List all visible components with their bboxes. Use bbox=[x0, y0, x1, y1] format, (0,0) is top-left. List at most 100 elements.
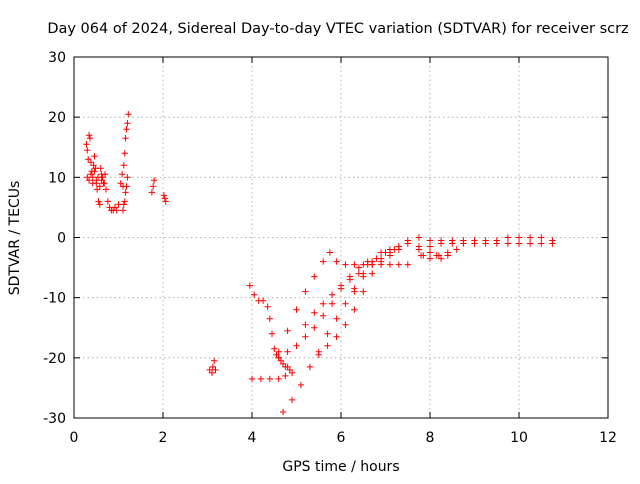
data-point bbox=[453, 246, 460, 253]
data-point bbox=[120, 162, 127, 169]
data-point bbox=[122, 189, 129, 196]
series-late-band-2 bbox=[415, 240, 556, 250]
data-point bbox=[504, 240, 512, 247]
data-point bbox=[150, 177, 158, 184]
series-segment-early-5 bbox=[119, 174, 131, 214]
data-point bbox=[93, 186, 101, 193]
y-tick-label: 10 bbox=[48, 170, 66, 186]
series-arc-B bbox=[248, 372, 289, 383]
data-point bbox=[282, 372, 289, 380]
data-point bbox=[97, 165, 104, 172]
data-point bbox=[208, 369, 216, 377]
x-tick-label: 6 bbox=[337, 430, 346, 446]
data-point bbox=[311, 273, 318, 280]
data-point bbox=[360, 288, 367, 295]
data-point bbox=[246, 282, 253, 289]
data-point bbox=[435, 252, 443, 259]
data-point bbox=[121, 150, 128, 157]
data-point bbox=[85, 177, 93, 184]
data-point bbox=[471, 240, 478, 247]
data-point bbox=[122, 135, 129, 142]
data-point bbox=[87, 159, 95, 166]
data-point bbox=[125, 111, 132, 118]
data-point bbox=[515, 234, 523, 241]
data-point bbox=[515, 240, 523, 247]
data-point bbox=[160, 192, 168, 199]
series-arc-H bbox=[333, 258, 411, 268]
x-tick-label: 2 bbox=[159, 430, 168, 446]
data-point bbox=[426, 249, 434, 256]
data-point bbox=[324, 342, 331, 349]
data-point bbox=[275, 354, 282, 361]
data-point bbox=[212, 366, 219, 374]
data-point bbox=[209, 363, 216, 371]
data-point bbox=[251, 291, 258, 298]
data-point bbox=[118, 171, 126, 178]
data-point bbox=[369, 270, 376, 277]
data-point bbox=[85, 156, 92, 163]
y-tick-label: 20 bbox=[48, 110, 66, 126]
data-point bbox=[386, 246, 394, 253]
data-point bbox=[266, 375, 273, 383]
data-point bbox=[426, 255, 434, 262]
data-point bbox=[311, 324, 318, 331]
series-segment-3h bbox=[206, 357, 219, 377]
data-point bbox=[377, 261, 385, 268]
y-tick-label: -20 bbox=[43, 351, 66, 367]
data-point bbox=[120, 201, 127, 208]
data-point bbox=[293, 342, 300, 349]
data-point bbox=[342, 261, 349, 268]
series-segment-early-7 bbox=[160, 192, 169, 205]
data-point bbox=[248, 375, 256, 383]
data-point bbox=[306, 363, 314, 371]
data-point bbox=[211, 357, 218, 364]
data-point bbox=[101, 180, 108, 187]
data-point bbox=[346, 276, 354, 283]
x-tick-label: 8 bbox=[426, 430, 435, 446]
data-point bbox=[302, 288, 309, 295]
data-point bbox=[87, 171, 95, 178]
data-point bbox=[102, 186, 110, 193]
data-point bbox=[271, 345, 278, 352]
data-point bbox=[351, 288, 358, 295]
data-point bbox=[549, 240, 556, 247]
series-arc-I bbox=[351, 240, 411, 295]
data-point bbox=[386, 261, 394, 268]
x-tick-label: 4 bbox=[248, 430, 257, 446]
y-tick-label: -30 bbox=[43, 411, 66, 427]
x-axis-label: GPS time / hours bbox=[282, 459, 399, 475]
data-point bbox=[91, 168, 98, 175]
data-point bbox=[288, 369, 296, 377]
y-axis-label: SDTVAR / TECUs bbox=[7, 181, 23, 296]
data-point bbox=[104, 198, 111, 205]
data-point bbox=[83, 141, 90, 148]
series-arc-G bbox=[315, 246, 402, 358]
data-point bbox=[460, 240, 467, 247]
axis-ticks: 0 2 4 6 8 10 12 -30 -20 -10 0 10 20 30 bbox=[43, 50, 617, 446]
data-point bbox=[95, 198, 102, 205]
data-point bbox=[328, 300, 336, 307]
data-point bbox=[333, 333, 340, 340]
y-tick-label: 0 bbox=[57, 231, 66, 247]
data-point bbox=[395, 243, 402, 250]
x-tick-label: 0 bbox=[70, 430, 79, 446]
data-point bbox=[150, 183, 157, 190]
series-segment-early-6 bbox=[148, 177, 158, 196]
data-point bbox=[444, 252, 451, 259]
data-point bbox=[320, 258, 327, 265]
data-point bbox=[360, 273, 367, 280]
data-point bbox=[526, 240, 534, 247]
data-point bbox=[85, 132, 93, 139]
data-point bbox=[342, 300, 349, 307]
data-point bbox=[538, 234, 545, 241]
data-point bbox=[526, 234, 534, 241]
data-point bbox=[86, 135, 94, 142]
x-tick-label: 12 bbox=[599, 430, 617, 446]
data-point bbox=[333, 258, 340, 265]
data-point bbox=[395, 261, 402, 268]
data-point bbox=[268, 330, 276, 337]
data-point bbox=[121, 198, 128, 205]
data-point bbox=[415, 246, 423, 253]
data-point bbox=[293, 306, 300, 313]
